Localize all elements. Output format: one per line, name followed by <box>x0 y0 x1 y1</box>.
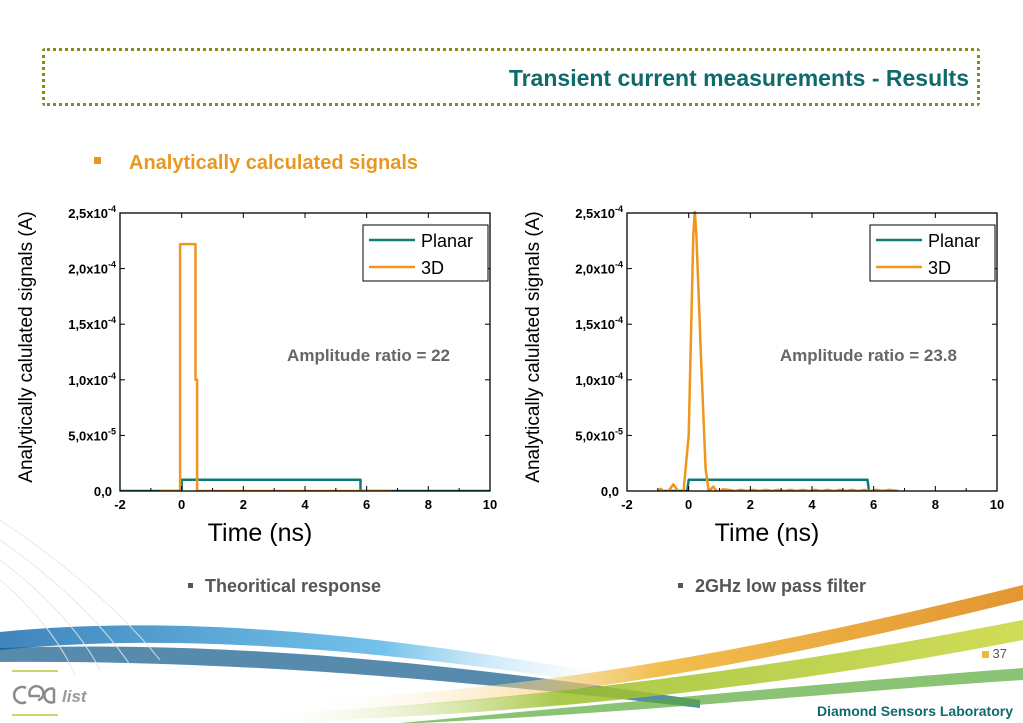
series-line-planar <box>120 478 490 491</box>
x-tick-label: 10 <box>483 497 497 512</box>
y-tick-label: 1,0x10-4 <box>68 371 116 388</box>
sub-bullet-text: Theoritical response <box>205 576 382 596</box>
legend-label-planar: Planar <box>928 231 980 251</box>
chart-svg-right: -2 0 2 4 6 8 10 0,0 5,0x10-5 1,0x10-4 1,5x10-4 2,0x… <box>523 204 1004 547</box>
bullet-square-icon <box>94 157 101 165</box>
x-tick-label: 4 <box>808 497 816 512</box>
legend-box <box>362 224 489 282</box>
x-tick-label: -2 <box>621 497 633 512</box>
y-tick-label: 2,0x10-4 <box>575 260 623 277</box>
main-bullet: Analytically calculated signals <box>94 152 418 175</box>
x-axis-label: Time (ns) <box>208 519 313 547</box>
series-line-3d <box>657 211 899 491</box>
series-line-3d <box>160 242 392 491</box>
y-tick-label: 1,0x10-4 <box>575 371 623 388</box>
y-tick-label: 1,5x10-4 <box>68 315 116 332</box>
slide-title: Transient current measurements - Results <box>508 65 969 91</box>
y-tick-label: 2,5x10-4 <box>68 204 116 221</box>
title-frame: Transient current measurements - Results <box>42 48 980 106</box>
x-tick-label: 0 <box>178 497 185 512</box>
chart-low-pass-filter: -2 0 2 4 6 8 10 0,0 5,0x10-5 1,0x10-4 1,5x10-4 2,0x… <box>515 195 1015 560</box>
y-tick-label: 5,0x10-5 <box>68 426 116 443</box>
chart-theoretical-response: -2 0 2 4 6 8 10 0,0 5,0x10-5 1,0x10-4 1,5x10-4 2,0x… <box>8 195 508 560</box>
y-tick-label: 2,0x10-4 <box>68 260 116 277</box>
page-marker-icon <box>981 651 989 658</box>
legend-box <box>869 224 996 282</box>
legend-label-planar: Planar <box>421 231 473 251</box>
sub-bullet-filter: 2GHz low pass filter <box>678 576 866 597</box>
sub-bullet-theoretical: Theoritical response <box>188 576 381 597</box>
y-axis-label: Analytically calulated signals (A) <box>523 211 544 482</box>
y-tick-label: 5,0x10-5 <box>575 426 623 443</box>
y-tick-label: 0,0 <box>601 484 619 499</box>
x-tick-label: 4 <box>301 497 309 512</box>
sub-bullet-text: 2GHz low pass filter <box>695 576 867 596</box>
y-tick-label: 0,0 <box>94 484 112 499</box>
page-number: 37 <box>981 646 1007 661</box>
x-tick-label: -2 <box>114 497 126 512</box>
amplitude-ratio-annotation: Amplitude ratio = 23.8 <box>780 346 957 365</box>
bullet-square-icon <box>678 582 683 588</box>
bullet-square-icon <box>188 582 193 588</box>
x-tick-label: 6 <box>363 497 370 512</box>
amplitude-ratio-annotation: Amplitude ratio = 22 <box>287 346 450 365</box>
y-tick-label: 2,5x10-4 <box>575 204 623 221</box>
x-tick-label: 0 <box>685 497 692 512</box>
page-number-text: 37 <box>992 646 1007 661</box>
footer-lab-name: Diamond Sensors Laboratory <box>816 703 1013 719</box>
x-axis-label: Time (ns) <box>715 519 820 547</box>
x-tick-label: 8 <box>425 497 432 512</box>
series-line-planar <box>657 478 899 491</box>
svg-text:list: list <box>62 687 88 706</box>
x-tick-label: 8 <box>932 497 939 512</box>
x-tick-label: 6 <box>870 497 877 512</box>
x-tick-label: 2 <box>240 497 247 512</box>
y-tick-label: 1,5x10-4 <box>575 315 623 332</box>
y-axis-label: Analytically calulated signals (A) <box>16 211 37 482</box>
legend-label-3d: 3D <box>928 258 951 278</box>
legend-label-3d: 3D <box>421 258 444 278</box>
main-bullet-text: Analytically calculated signals <box>129 152 419 174</box>
chart-svg-left: -2 0 2 4 6 8 10 0,0 5,0x10-5 1,0x10-4 1,5x10-4 2,0x… <box>16 204 497 547</box>
cea-list-logo: list <box>12 683 107 714</box>
x-tick-label: 2 <box>747 497 754 512</box>
x-tick-label: 10 <box>990 497 1004 512</box>
